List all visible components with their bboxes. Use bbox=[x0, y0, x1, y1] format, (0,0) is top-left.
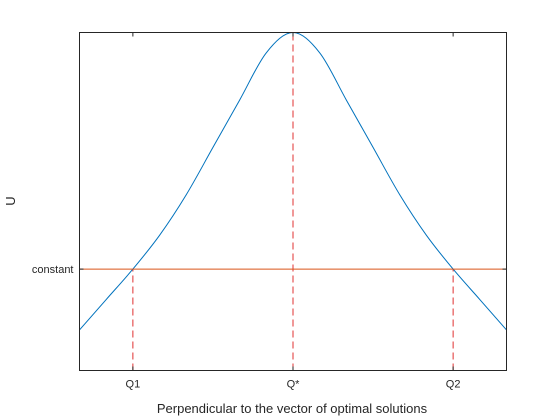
x-axis-label: Perpendicular to the vector of optimal s… bbox=[157, 401, 428, 416]
x-tick-label-2: Q2 bbox=[446, 379, 461, 391]
x-tick-label-0: Q1 bbox=[126, 379, 141, 391]
x-tick-label-1: Q* bbox=[287, 379, 301, 391]
y-tick-label-0: constant bbox=[32, 264, 74, 276]
axis-ticks: Q1 Q* Q2 constant bbox=[32, 32, 507, 391]
marker-lines bbox=[132, 32, 454, 371]
y-axis-label: U bbox=[3, 196, 18, 205]
